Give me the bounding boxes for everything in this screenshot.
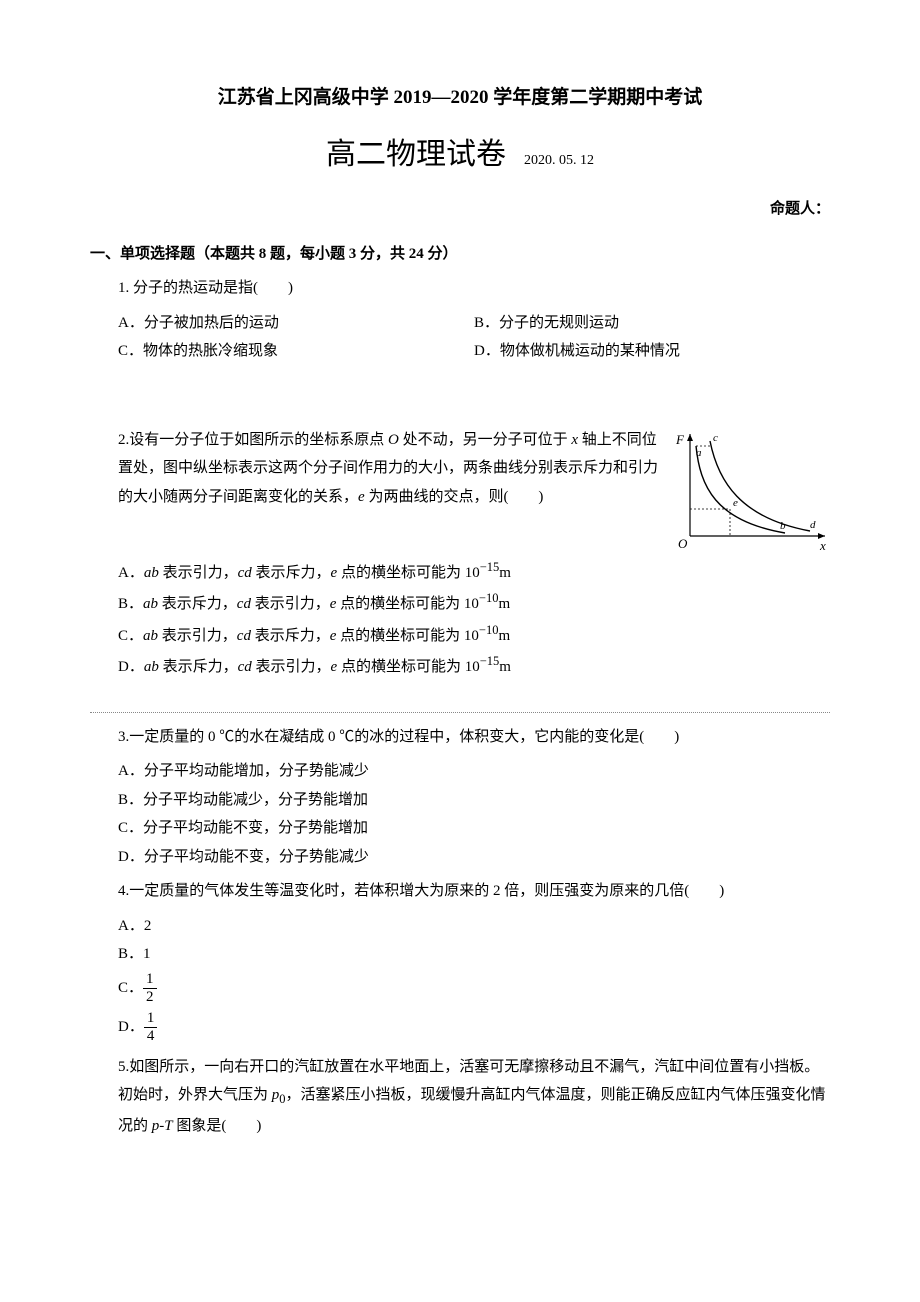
q1-stem: 1. 分子的热运动是指( ) [118, 274, 830, 303]
svg-text:b: b [780, 520, 786, 532]
q1-opt-b: B．分子的无规则运动 [474, 309, 830, 338]
q3-stem: 3.一定质量的 0 ℃的水在凝结成 0 ℃的冰的过程中，体积变大，它内能的变化是… [118, 723, 830, 752]
exam-date: 2020. 05. 12 [524, 148, 594, 175]
q2c-exp: −10 [479, 623, 499, 637]
q2a-unit: m [499, 565, 511, 581]
q2b-m1: 表示斥力， [158, 596, 237, 612]
q5-stem: 5.如图所示，一向右开口的汽缸放置在水平地面上，活塞可无摩擦移动且不漏气，汽缸中… [118, 1053, 830, 1141]
subtitle-row: 高二物理试卷 2020. 05. 12 [90, 126, 830, 183]
q5-t3: 图象是( ) [173, 1118, 262, 1134]
q2b-exp: −10 [479, 591, 499, 605]
q2-stem: 2.设有一分子位于如图所示的坐标系原点 O 处不动，另一分子可位于 x 轴上不同… [118, 426, 830, 512]
q2-opt-a: A．ab 表示引力，cd 表示斥力，e 点的横坐标可能为 10−15m [118, 556, 830, 588]
q4d-frac: 14 [144, 1010, 158, 1044]
q4-opt-b: B．1 [118, 940, 830, 969]
q2d-m3: 点的横坐标可能为 10 [337, 659, 480, 675]
q2a-m3: 点的横坐标可能为 10 [337, 565, 480, 581]
q2-text1: 2.设有一分子位于如图所示的坐标系原点 [118, 432, 388, 448]
q2-opt-c: C．ab 表示引力，cd 表示斥力，e 点的横坐标可能为 10−10m [118, 619, 830, 651]
q2b-m3: 点的横坐标可能为 10 [336, 596, 479, 612]
q2-opt-d: D．ab 表示斥力，cd 表示引力，e 点的横坐标可能为 10−15m [118, 650, 830, 682]
q2d-ab: ab [144, 659, 159, 675]
q4c-num: 1 [143, 971, 157, 989]
question-5: 5.如图所示，一向右开口的汽缸放置在水平地面上，活塞可无摩擦移动且不漏气，汽缸中… [90, 1053, 830, 1141]
q4-opt-d: D．14 [118, 1008, 830, 1047]
q2d-cd: cd [238, 659, 252, 675]
q2b-ab: ab [143, 596, 158, 612]
q2-opt-b: B．ab 表示斥力，cd 表示引力，e 点的横坐标可能为 10−10m [118, 587, 830, 619]
q4c-frac: 12 [143, 971, 157, 1005]
question-2: F O x a c e b d 2.设有一分子位于如图所示的坐标系原点 O 处不… [90, 426, 830, 682]
q2-e: e [358, 489, 365, 505]
q2c-m3: 点的横坐标可能为 10 [336, 628, 479, 644]
q2b-unit: m [498, 596, 510, 612]
main-title: 江苏省上冈高级中学 2019—2020 学年度第二学期期中考试 [90, 80, 830, 116]
q4d-pre: D． [118, 1019, 144, 1035]
q5-pT: p-T [152, 1118, 173, 1134]
svg-text:d: d [810, 519, 816, 531]
q1-opt-d: D．物体做机械运动的某种情况 [474, 337, 830, 366]
q2a-exp: −15 [480, 560, 500, 574]
q4-stem: 4.一定质量的气体发生等温变化时，若体积增大为原来的 2 倍，则压强变为原来的几… [118, 877, 830, 906]
q1-opt-c: C．物体的热胀冷缩现象 [118, 337, 474, 366]
q3-opt-d: D．分子平均动能不变，分子势能减少 [118, 843, 830, 872]
q2b-m2: 表示引力， [251, 596, 330, 612]
svg-text:x: x [819, 538, 826, 553]
section1-header: 一、单项选择题（本题共 8 题，每小题 3 分，共 24 分） [90, 240, 830, 269]
q2c-cd: cd [237, 628, 251, 644]
q2c-m2: 表示斥力， [251, 628, 330, 644]
q2c-ab: ab [143, 628, 158, 644]
q2-text4: 为两曲线的交点，则( ) [365, 489, 544, 505]
q4-opt-a: A．2 [118, 912, 830, 941]
svg-text:O: O [678, 536, 688, 551]
q3-opt-b: B．分子平均动能减少，分子势能增加 [118, 786, 830, 815]
q4d-num: 1 [144, 1010, 158, 1028]
q1-opt-a: A．分子被加热后的运动 [118, 309, 474, 338]
q2-text2: 处不动，另一分子可位于 [399, 432, 572, 448]
author-label: 命题人： [90, 195, 830, 224]
q2c-unit: m [498, 628, 510, 644]
q2d-pre: D． [118, 659, 144, 675]
q2a-m2: 表示斥力， [252, 565, 331, 581]
q4d-den: 4 [144, 1028, 158, 1045]
q2d-m1: 表示斥力， [159, 659, 238, 675]
q2c-pre: C． [118, 628, 143, 644]
q2a-m1: 表示引力， [159, 565, 238, 581]
q4-opt-c: C．12 [118, 969, 830, 1008]
q2a-cd: cd [238, 565, 252, 581]
q4c-pre: C． [118, 980, 143, 996]
question-4: 4.一定质量的气体发生等温变化时，若体积增大为原来的 2 倍，则压强变为原来的几… [90, 877, 830, 1047]
q2b-cd: cd [237, 596, 251, 612]
q2-O: O [388, 432, 399, 448]
q4c-den: 2 [143, 989, 157, 1006]
dotted-separator [90, 712, 830, 713]
question-3: 3.一定质量的 0 ℃的水在凝结成 0 ℃的冰的过程中，体积变大，它内能的变化是… [90, 723, 830, 872]
q2d-unit: m [499, 659, 511, 675]
q2d-m2: 表示引力， [252, 659, 331, 675]
q2c-m1: 表示引力， [158, 628, 237, 644]
q2a-ab: ab [144, 565, 159, 581]
q2a-pre: A． [118, 565, 144, 581]
q2d-exp: −15 [480, 654, 500, 668]
question-1: 1. 分子的热运动是指( ) A．分子被加热后的运动 B．分子的无规则运动 C．… [90, 274, 830, 366]
q2b-pre: B． [118, 596, 143, 612]
sub-title: 高二物理试卷 [326, 126, 506, 183]
q3-opt-a: A．分子平均动能增加，分子势能减少 [118, 757, 830, 786]
q3-opt-c: C．分子平均动能不变，分子势能增加 [118, 814, 830, 843]
